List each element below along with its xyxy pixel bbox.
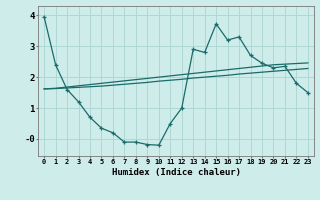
X-axis label: Humidex (Indice chaleur): Humidex (Indice chaleur)	[111, 168, 241, 177]
